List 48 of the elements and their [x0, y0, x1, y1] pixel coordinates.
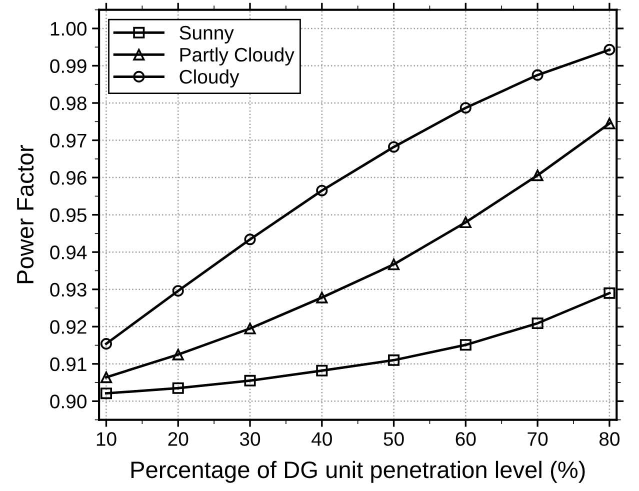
point — [172, 285, 184, 297]
y-tick-label: 0.90 — [50, 394, 86, 408]
legend-label: Cloudy — [180, 69, 240, 88]
x-tick-label: 80 — [599, 432, 620, 446]
x-tick-label: 70 — [528, 432, 548, 446]
y-tick-label: 0.99 — [50, 59, 86, 73]
legend-label: Partly Cloudy — [180, 47, 294, 66]
y-tick-label: 0.98 — [50, 96, 86, 110]
y-tick-label: 0.91 — [50, 357, 86, 372]
point — [316, 292, 328, 304]
point — [532, 69, 544, 81]
point — [532, 170, 544, 182]
y-axis-title: Power Factor — [17, 145, 34, 284]
y-tick-label: 1.00 — [50, 22, 86, 36]
point — [460, 339, 472, 351]
point — [604, 287, 616, 299]
x-tick-label: 20 — [168, 432, 188, 446]
y-tick-label: 0.97 — [50, 134, 86, 148]
point — [100, 372, 112, 384]
point — [532, 318, 544, 330]
x-tick-label: 30 — [240, 432, 260, 446]
y-tick-label: 0.96 — [50, 171, 86, 185]
x-tick-label: 50 — [384, 432, 404, 446]
point — [388, 258, 400, 270]
y-tick-label: 0.95 — [50, 208, 86, 222]
point — [604, 118, 616, 130]
point — [100, 338, 112, 350]
point — [604, 44, 616, 56]
point — [244, 322, 256, 334]
point — [388, 141, 400, 153]
y-tick-label: 0.92 — [50, 320, 86, 334]
legend-label: Sunny — [180, 26, 234, 44]
x-tick-label: 10 — [96, 432, 116, 446]
point — [460, 216, 472, 228]
x-axis-title: Percentage of DG unit penetration level (%) — [131, 460, 585, 483]
point — [388, 354, 400, 366]
point — [244, 234, 256, 246]
point — [316, 364, 328, 376]
point — [244, 374, 256, 386]
point — [100, 388, 112, 400]
y-tick-label: 0.94 — [50, 246, 87, 260]
point — [460, 102, 472, 114]
y-tick-label: 0.93 — [50, 282, 86, 297]
point — [172, 382, 184, 394]
point — [172, 348, 184, 360]
x-tick-label: 60 — [456, 432, 476, 446]
x-tick-label: 40 — [312, 432, 332, 446]
point — [316, 184, 328, 196]
